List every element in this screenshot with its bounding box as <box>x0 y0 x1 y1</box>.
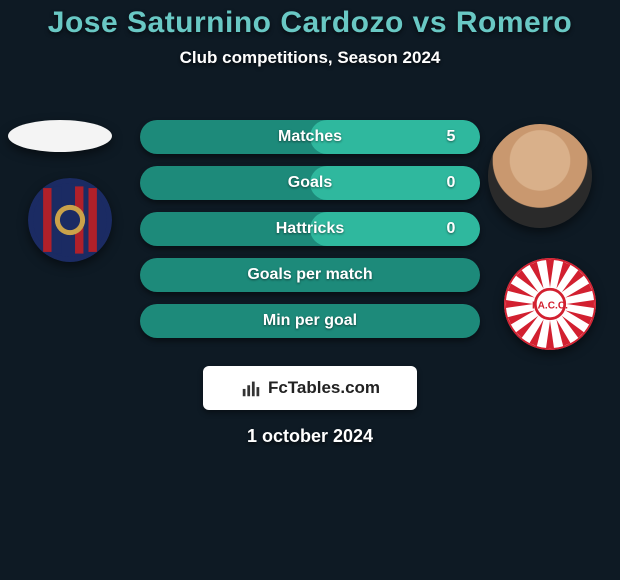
player-right-avatar <box>488 124 592 228</box>
stat-pill: Matches 5 <box>140 120 480 154</box>
stat-value-left <box>140 304 198 338</box>
stat-pill: Hattricks 0 <box>140 212 480 246</box>
club-right-crest: I.A.C.C. <box>504 258 596 350</box>
club-right-crest-svg: I.A.C.C. <box>504 258 596 350</box>
watermark-text: FcTables.com <box>268 378 380 398</box>
stat-value-left <box>140 212 198 246</box>
stat-label: Hattricks <box>276 220 344 238</box>
stat-pill: Goals 0 <box>140 166 480 200</box>
club-left-crest <box>28 178 112 262</box>
svg-text:I.A.C.C.: I.A.C.C. <box>532 301 568 312</box>
club-left-crest-svg <box>28 178 112 262</box>
stat-value-left <box>140 166 198 200</box>
watermark-badge: FcTables.com <box>203 366 417 410</box>
stat-label: Goals per match <box>247 266 372 284</box>
stat-value-right: 5 <box>422 120 480 154</box>
date-label: 1 october 2024 <box>0 426 620 447</box>
stat-value-left <box>140 258 198 292</box>
stat-value-right: 0 <box>422 166 480 200</box>
stat-value-right <box>422 304 480 338</box>
stat-value-right <box>422 258 480 292</box>
subtitle: Club competitions, Season 2024 <box>0 48 620 68</box>
stat-value-left <box>140 120 198 154</box>
stat-pill-list: Matches 5 Goals 0 Hattricks 0 Goals per match M… <box>140 120 480 350</box>
stat-pill: Goals per match <box>140 258 480 292</box>
stat-value-right: 0 <box>422 212 480 246</box>
stat-label: Goals <box>288 174 332 192</box>
page-title: Jose Saturnino Cardozo vs Romero <box>0 0 620 40</box>
stat-label: Min per goal <box>263 312 357 330</box>
chart-icon <box>240 377 262 399</box>
comparison-card: Jose Saturnino Cardozo vs Romero Club co… <box>0 0 620 580</box>
stat-pill: Min per goal <box>140 304 480 338</box>
player-left-avatar <box>8 120 112 152</box>
stat-label: Matches <box>278 128 342 146</box>
